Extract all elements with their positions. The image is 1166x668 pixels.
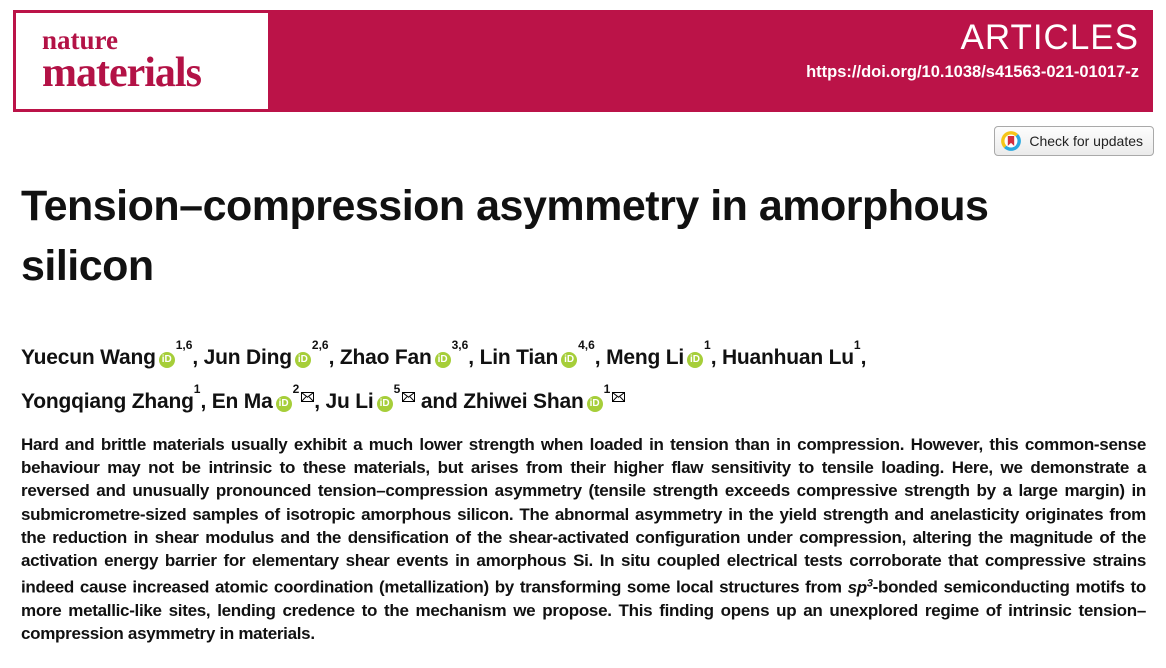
author-huanhuan-lu: Huanhuan Lu1 [721, 338, 861, 369]
abstract: Hard and brittle materials usually exhib… [21, 433, 1146, 645]
check-for-updates-label: Check for updates [1029, 133, 1143, 149]
abstract-part2: -bonded semiconducting motifs to more me… [21, 577, 1146, 644]
author-lin-tian: Lin Tian iD4,6 [479, 338, 595, 369]
author-affiliation-superscript: 1,6 [175, 338, 193, 352]
author-zhiwei-shan: Zhiwei Shan iD1 [463, 382, 626, 413]
author-affiliation-superscript: 4,6 [578, 338, 595, 352]
author-affiliation-superscript: 1 [603, 382, 611, 396]
orcid-icon[interactable]: iD [158, 352, 175, 368]
author-yongqiang-zhang: Yongqiang Zhang1 [21, 382, 201, 413]
orcid-icon[interactable]: iD [687, 352, 703, 368]
author-line-2: Yongqiang Zhang1, En Ma iD2, Ju Li iD5 and… [21, 377, 1151, 421]
author-affiliation-superscript: 1 [704, 338, 711, 352]
author-affiliation-superscript: 2,6 [311, 338, 329, 352]
author-list: Yuecun Wang iD1,6, Jun Ding iD2,6, Zhao Fa… [21, 333, 1151, 421]
orcid-icon[interactable]: iD [376, 396, 393, 412]
author-en-ma: En Ma iD2 [212, 382, 315, 413]
author-line-1: Yuecun Wang iD1,6, Jun Ding iD2,6, Zhao Fa… [21, 338, 867, 369]
title-line-1: Tension–compression asymmetry in amorpho… [21, 182, 989, 230]
author-meng-li: Meng Li iD1 [606, 338, 711, 369]
author-affiliation-superscript: 1 [853, 338, 861, 352]
author-affiliation-superscript: 1 [193, 382, 201, 396]
section-label: ARTICLES [960, 18, 1139, 57]
email-icon[interactable] [400, 390, 416, 413]
page-title: Tension–compression asymmetry in amorpho… [21, 176, 1151, 296]
banner-content: ARTICLES https://doi.org/10.1038/s41563-… [806, 0, 1139, 102]
email-icon[interactable] [610, 390, 626, 413]
author-ju-li: Ju Li iD5 [326, 382, 416, 413]
doi-link[interactable]: https://doi.org/10.1038/s41563-021-01017… [806, 63, 1139, 81]
sp-superscript: 3 [866, 577, 873, 590]
sp-word: sp [847, 577, 868, 597]
crossmark-icon [1000, 130, 1022, 152]
orcid-icon[interactable]: iD [561, 352, 578, 368]
check-for-updates-button[interactable]: Check for updates [994, 126, 1154, 156]
orcid-icon[interactable]: iD [586, 396, 603, 412]
orcid-icon[interactable]: iD [294, 352, 311, 368]
author-zhao-fan: Zhao Fan iD3,6 [339, 338, 469, 369]
journal-logo: nature materials [13, 10, 271, 112]
orcid-icon[interactable]: iD [434, 352, 451, 368]
author-yuecun-wang: Yuecun Wang iD1,6 [21, 338, 193, 369]
author-affiliation-superscript: 5 [393, 382, 401, 396]
sp3-term: sp3 [847, 577, 873, 597]
title-line-2: silicon [21, 242, 154, 290]
orcid-icon[interactable]: iD [275, 396, 292, 412]
author-affiliation-superscript: 3,6 [451, 338, 469, 352]
email-icon[interactable] [299, 390, 315, 413]
author-jun-ding: Jun Ding iD2,6 [203, 338, 329, 369]
abstract-part1: Hard and brittle materials usually exhib… [21, 435, 1146, 597]
author-affiliation-superscript: 2 [292, 382, 300, 396]
journal-name-line1: nature [42, 25, 119, 55]
journal-name-line2: materials [42, 50, 202, 97]
